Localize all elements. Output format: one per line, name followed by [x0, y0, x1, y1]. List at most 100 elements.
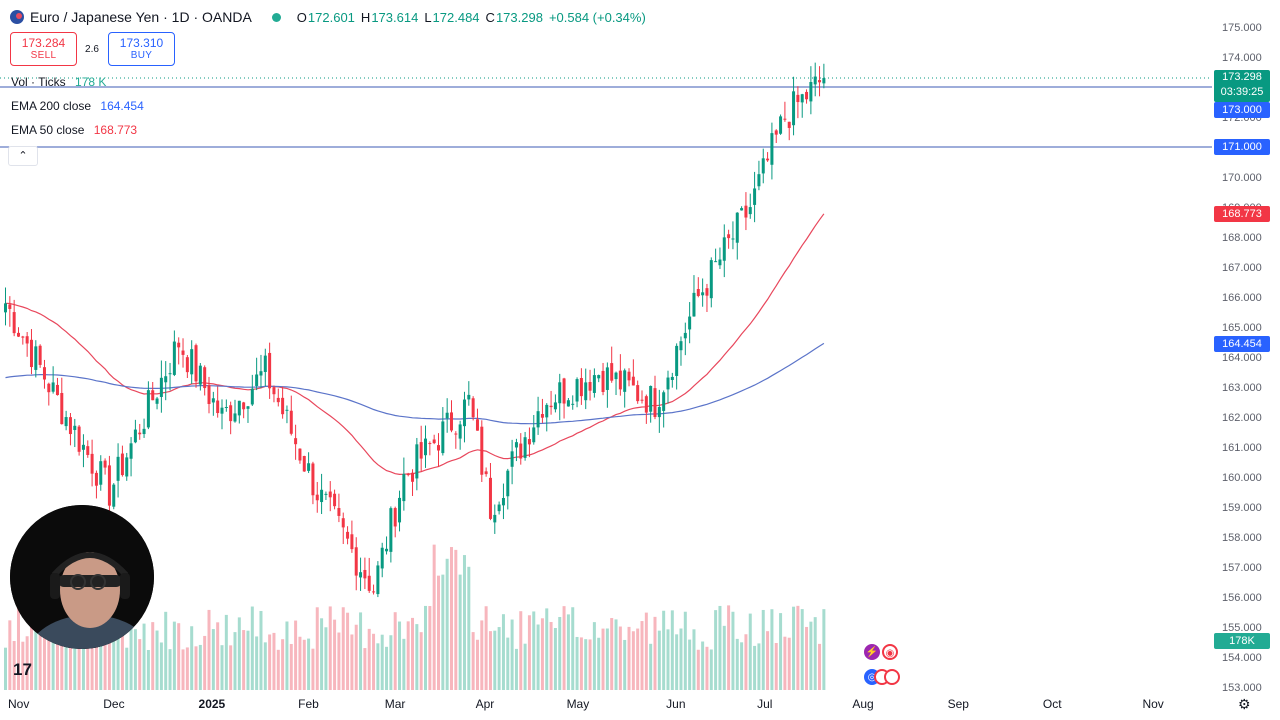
candle-body: [263, 355, 267, 372]
candle-body: [86, 446, 90, 455]
candle-body: [341, 518, 345, 528]
volume-bar: [268, 634, 272, 690]
price-tick-label: 154.000: [1222, 652, 1262, 664]
volume-bar: [779, 613, 783, 690]
candle-body: [506, 470, 510, 497]
candle-body: [514, 442, 518, 448]
candle-body: [38, 345, 42, 365]
candle-body: [307, 463, 311, 471]
hline-171-label[interactable]: 171.000: [1214, 139, 1270, 155]
volume-bar: [419, 632, 423, 690]
candle-body: [709, 260, 713, 299]
volume-bar: [705, 646, 709, 690]
volume-price-label: 178K: [1214, 633, 1270, 649]
change-value: +0.584 (+0.34%): [548, 9, 646, 25]
gear-icon[interactable]: ⚙: [1238, 696, 1251, 712]
volume-bar: [796, 605, 800, 690]
volume-bar: [220, 645, 224, 690]
volume-bar: [164, 611, 168, 690]
hline-173-label[interactable]: 173.000: [1214, 102, 1270, 118]
volume-bar: [493, 630, 497, 690]
ema200-legend[interactable]: EMA 200 close 164.454: [11, 99, 144, 113]
volume-bar: [237, 617, 241, 690]
volume-bar: [770, 609, 774, 690]
candle-body: [281, 397, 285, 415]
event-marker[interactable]: [884, 669, 900, 685]
volume-bar: [216, 622, 220, 690]
candle-body: [527, 439, 531, 445]
volume-bar: [818, 643, 822, 690]
volume-bar: [640, 621, 644, 690]
volume-bar: [250, 606, 254, 690]
candle-body: [146, 390, 150, 428]
volume-bar: [623, 639, 627, 690]
volume-bar: [354, 624, 358, 690]
volume-bar: [692, 629, 696, 690]
candle-body: [467, 394, 471, 400]
volume-bar: [38, 628, 42, 690]
chart-header: Euro / Japanese Yen · 1D · OANDA O 172.6…: [10, 6, 646, 28]
candle-body: [800, 94, 804, 103]
volume-bar: [133, 629, 137, 690]
price-tick-label: 165.000: [1222, 322, 1262, 334]
volume-bar: [644, 612, 648, 690]
candle-body: [77, 426, 81, 452]
candle-body: [190, 349, 194, 375]
volume-legend[interactable]: Vol · Ticks 178 K: [11, 75, 106, 89]
time-tick-label: Oct: [1042, 697, 1062, 711]
tradingview-logo[interactable]: 17: [13, 660, 32, 679]
volume-bar: [138, 639, 142, 690]
volume-bar: [722, 625, 726, 690]
candle-body: [437, 445, 440, 451]
price-tick-label: 167.000: [1222, 262, 1262, 274]
volume-bar: [107, 622, 111, 690]
volume-bar: [320, 618, 324, 690]
volume-bar: [454, 549, 458, 690]
candle-body: [155, 398, 159, 404]
ema50-value: 168.773: [93, 123, 138, 137]
candle-body: [558, 382, 562, 404]
volume-bar: [675, 634, 679, 690]
volume-bar: [432, 544, 436, 690]
candle-body: [692, 292, 696, 317]
ema50-name: EMA 50 close: [11, 123, 85, 137]
volume-bar: [809, 621, 813, 690]
target-icon[interactable]: ◉: [882, 644, 898, 660]
sell-button[interactable]: 173.284 SELL: [10, 32, 77, 66]
candle-body: [16, 332, 20, 337]
candle-body: [29, 339, 33, 368]
candle-body: [255, 374, 259, 386]
lightning-icon[interactable]: ⚡: [864, 644, 880, 660]
candle-body: [259, 371, 263, 376]
ema50-line: [5, 213, 825, 476]
candle-body: [727, 234, 731, 239]
price-tick-label: 162.000: [1222, 412, 1262, 424]
candle-body: [185, 357, 189, 373]
volume-bar: [458, 574, 462, 690]
volume-bar: [73, 613, 77, 690]
candle-body: [94, 472, 98, 486]
horizontal-lines[interactable]: [0, 77, 1212, 148]
candle-body: [753, 188, 757, 205]
volume-bar: [761, 609, 765, 690]
volume-bar: [610, 618, 614, 690]
ema50-legend[interactable]: EMA 50 close 168.773: [11, 123, 137, 137]
volume-bar: [813, 617, 817, 690]
candle-body: [211, 398, 215, 403]
volume-bar: [285, 621, 289, 690]
volume-bar: [510, 619, 514, 690]
volume-bar: [90, 637, 94, 690]
buy-button[interactable]: 173.310 BUY: [108, 32, 175, 66]
price-axis[interactable]: 175.000174.000173.000172.000171.000170.0…: [1222, 22, 1262, 694]
collapse-legend-button[interactable]: ⌃: [8, 146, 38, 166]
candle-body: [549, 405, 553, 408]
volume-bar: [605, 628, 609, 690]
candle-body: [731, 238, 735, 240]
symbol-title[interactable]: Euro / Japanese Yen · 1D · OANDA: [30, 9, 252, 25]
volume-bar: [614, 619, 618, 690]
candle-body: [497, 504, 501, 512]
volume-bar: [29, 612, 33, 690]
candle-body: [367, 575, 371, 591]
volume-bar: [727, 605, 731, 690]
